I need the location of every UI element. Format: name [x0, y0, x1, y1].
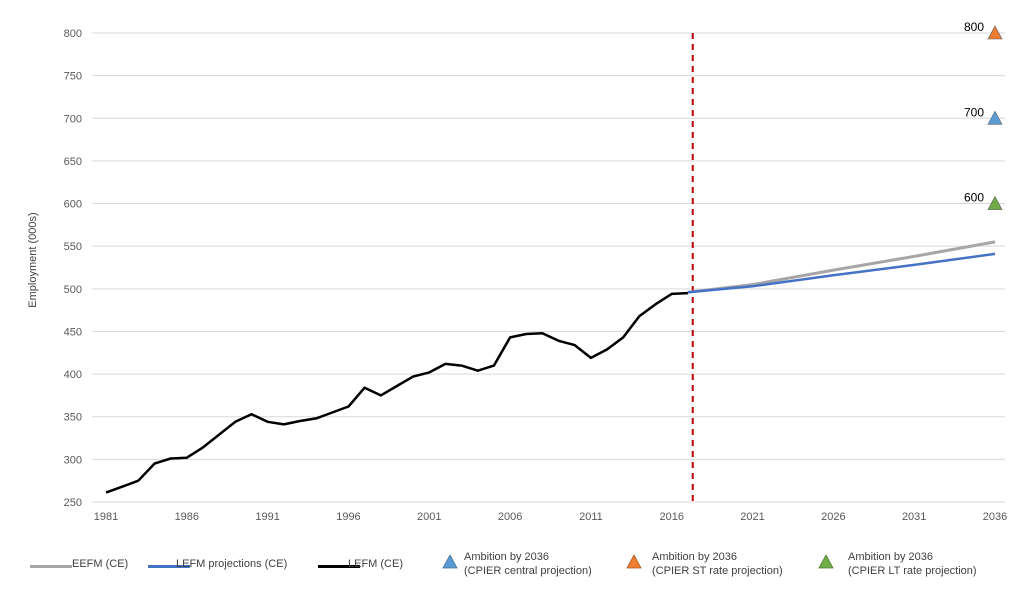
- series-line-0: [687, 240, 996, 294]
- gridlines: [92, 32, 1005, 503]
- y-axis-ticks: 250 300 350 400 450 500 550 600 650 700 750 800: [64, 28, 82, 509]
- y-tick-label: 550: [64, 241, 82, 253]
- x-tick-label: 2016: [659, 511, 683, 523]
- legend-sublabel-ambition-st: (CPIER ST rate projection): [652, 565, 783, 577]
- series-lines: [105, 240, 996, 494]
- triangle-icon-green: [818, 554, 834, 569]
- x-tick-label: 2001: [417, 511, 441, 523]
- legend-sublabel-ambition-central: (CPIER central projection): [464, 565, 592, 577]
- x-tick-label: 1996: [336, 511, 360, 523]
- legend-label-ambition-lt: Ambition by 2036: [848, 551, 933, 563]
- x-tick-label: 1981: [94, 511, 118, 523]
- y-tick-label: 800: [64, 28, 82, 40]
- legend-swatch-lefm-projections: [148, 565, 190, 568]
- ambition-marker-1: [987, 25, 1003, 40]
- y-tick-label: 300: [64, 454, 82, 466]
- legend-sublabel-ambition-lt: (CPIER LT rate projection): [848, 565, 977, 577]
- y-tick-label: 500: [64, 284, 82, 296]
- x-tick-label: 2006: [498, 511, 522, 523]
- y-tick-label: 750: [64, 71, 82, 83]
- x-tick-label: 2026: [821, 511, 845, 523]
- series-line-1: [687, 252, 996, 294]
- legend-label-lefm: LEFM (CE): [348, 558, 403, 570]
- y-tick-label: 650: [64, 156, 82, 168]
- x-tick-label: 2011: [579, 511, 603, 523]
- legend-swatch-lefm: [318, 565, 360, 568]
- ambition-label-2: 600: [964, 191, 984, 205]
- x-axis-ticks: 1981 1986 1991 1996 2001 2006 2011 2016 2021 2026…: [94, 511, 1007, 523]
- y-tick-label: 600: [64, 199, 82, 211]
- x-tick-label: 2021: [740, 511, 764, 523]
- legend-label-ambition-central: Ambition by 2036: [464, 551, 549, 563]
- legend-label-lefm-projections: LEFM projections (CE): [176, 558, 288, 570]
- ambition-marker-2: [987, 195, 1003, 210]
- legend-label-eefm: EEFM (CE): [72, 558, 129, 570]
- legend-label-ambition-st: Ambition by 2036: [652, 551, 737, 563]
- ambition-markers: 700 800 600: [964, 20, 1003, 210]
- legend-swatch-eefm: [30, 565, 72, 568]
- series-line-2: [105, 291, 688, 494]
- y-axis-label: Employment (000s): [27, 212, 39, 307]
- x-tick-label: 2036: [983, 511, 1007, 523]
- y-tick-label: 700: [64, 113, 82, 125]
- y-tick-label: 450: [64, 326, 82, 338]
- triangle-icon-blue: [442, 554, 458, 569]
- y-tick-label: 350: [64, 412, 82, 424]
- y-tick-label: 400: [64, 369, 82, 381]
- x-tick-label: 1991: [255, 511, 279, 523]
- legend: EEFM (CE) LEFM projections (CE) LEFM (CE…: [30, 548, 1020, 588]
- x-tick-label: 2031: [902, 511, 926, 523]
- ambition-marker-0: [987, 110, 1003, 125]
- y-tick-label: 250: [64, 497, 82, 509]
- x-tick-label: 1986: [175, 511, 199, 523]
- triangle-icon-orange: [626, 554, 642, 569]
- ambition-label-1: 800: [964, 20, 984, 34]
- ambition-label-0: 700: [964, 105, 984, 119]
